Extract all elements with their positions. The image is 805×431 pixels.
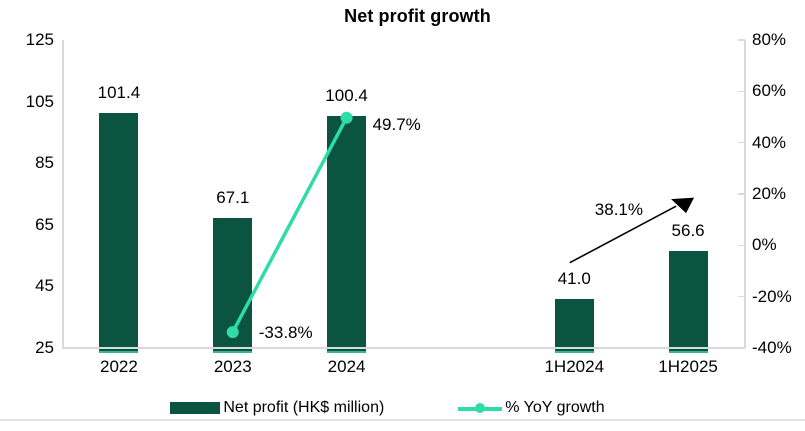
bar-value-label: 41.0 xyxy=(557,268,591,288)
yoy-point-label: 49.7% xyxy=(372,114,421,134)
net-profit-bar xyxy=(668,250,708,354)
yoy-growth-point xyxy=(226,326,239,339)
left-y-axis-tick-label: 45 xyxy=(35,276,54,296)
bar-swatch-icon xyxy=(170,402,221,414)
right-y-axis-tick-label: 80% xyxy=(752,30,787,49)
bar-value-label: 101.4 xyxy=(97,82,141,102)
right-y-axis-tick xyxy=(738,90,745,93)
right-y-axis-tick xyxy=(738,244,745,247)
line-swatch-dot xyxy=(475,403,486,413)
legend-item-net-profit: Net profit (HK$ million) xyxy=(170,398,384,418)
left-y-axis-tick-label: 25 xyxy=(35,338,54,357)
left-y-axis-line xyxy=(62,40,64,348)
legend-label: % YoY growth xyxy=(505,399,605,416)
yoy-growth-line xyxy=(231,116,349,333)
right-y-axis-tick-label: 20% xyxy=(752,184,787,203)
left-y-axis-tick-label: 125 xyxy=(25,30,54,49)
bottom-divider xyxy=(0,419,805,421)
right-y-axis-tick-label: -40% xyxy=(752,338,792,357)
x-axis-label: 2024 xyxy=(327,357,366,376)
x-axis-label: 1H2024 xyxy=(544,357,605,376)
yoy-growth-point xyxy=(340,111,353,124)
line-dot-swatch-icon xyxy=(458,402,503,414)
right-y-axis-tick xyxy=(738,193,745,195)
right-y-axis-tick xyxy=(738,295,745,298)
right-y-axis-tick-label: -20% xyxy=(752,286,792,306)
x-axis-line xyxy=(62,347,745,349)
right-y-axis-tick-label: 60% xyxy=(752,81,787,101)
right-y-axis-tick-label: 40% xyxy=(752,132,787,152)
net-profit-bar xyxy=(99,112,139,354)
right-y-axis-tick xyxy=(738,39,745,41)
yoy-point-label: -33.8% xyxy=(258,323,313,343)
right-y-axis-tick xyxy=(738,141,745,144)
x-axis-label: 2022 xyxy=(99,357,138,376)
net-profit-bar xyxy=(327,115,367,354)
legend-item-yoy-growth: % YoY growth xyxy=(458,398,605,418)
x-axis-label: 2023 xyxy=(213,357,252,376)
growth-arrow-label: 38.1% xyxy=(594,200,644,220)
bar-value-label: 56.6 xyxy=(671,220,705,240)
growth-arrowhead-icon xyxy=(671,197,695,214)
bar-value-label: 67.1 xyxy=(216,188,250,208)
x-axis-label: 1H2025 xyxy=(658,357,718,376)
net-profit-bar xyxy=(213,218,253,354)
left-y-axis-tick-label: 65 xyxy=(35,214,54,234)
left-y-axis-tick-label: 105 xyxy=(25,91,54,111)
left-y-axis-tick-label: 85 xyxy=(35,153,54,173)
net-profit-bar xyxy=(554,298,594,354)
right-y-axis-tick-label: 0% xyxy=(752,235,777,255)
chart-legend: Net profit (HK$ million) % YoY growth xyxy=(0,398,805,418)
growth-arrow-shaft xyxy=(569,205,677,264)
chart-title: Net profit growth xyxy=(344,6,491,26)
legend-label: Net profit (HK$ million) xyxy=(223,399,385,416)
bar-value-label: 100.4 xyxy=(325,85,368,105)
